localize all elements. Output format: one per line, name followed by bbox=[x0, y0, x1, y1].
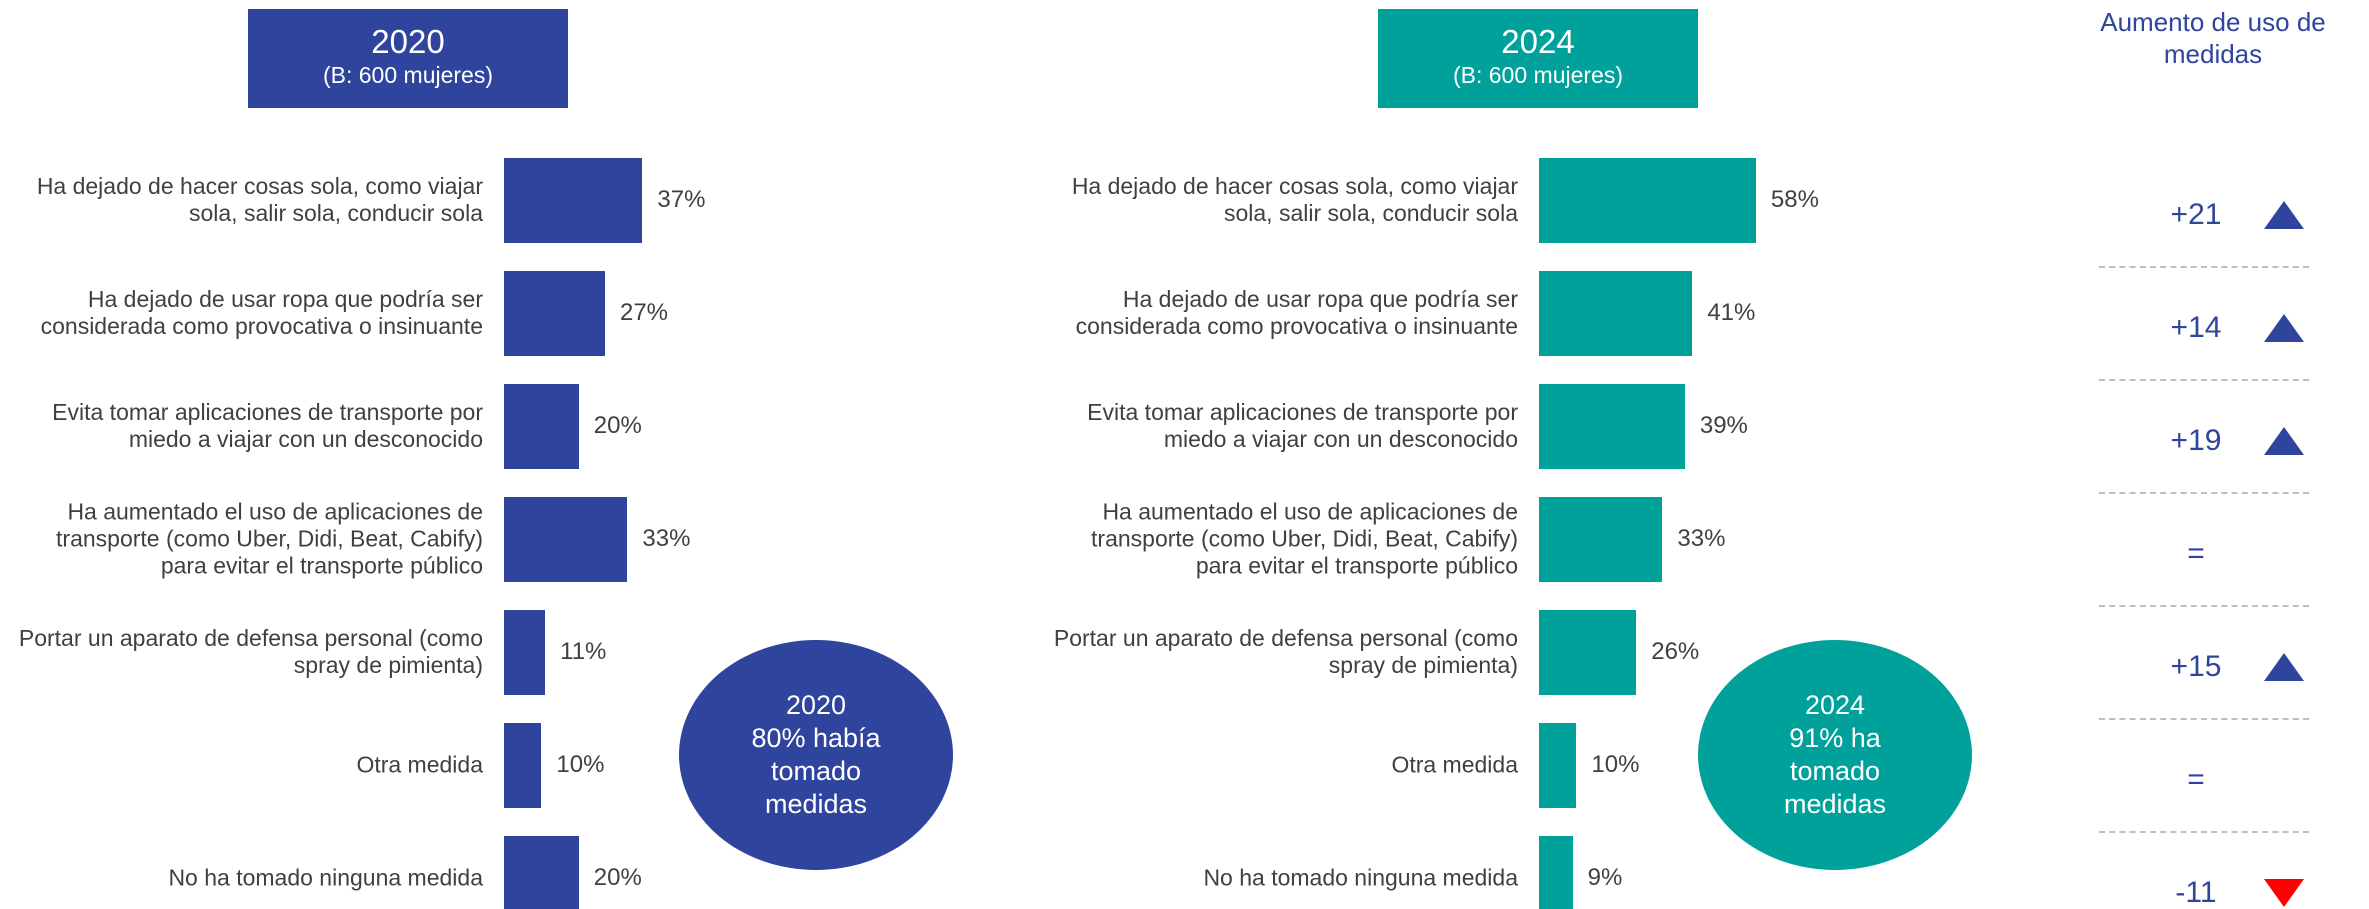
bar bbox=[504, 723, 542, 808]
value-label: 39% bbox=[1699, 412, 1748, 439]
difference-label: -11 bbox=[2175, 876, 2217, 909]
category-label: Ha dejado de usar ropa que podría ser co… bbox=[1075, 286, 1518, 339]
bar bbox=[1539, 836, 1573, 909]
summary-line: tomado bbox=[1789, 756, 1881, 786]
category-label: Otra medida bbox=[356, 751, 483, 778]
bar bbox=[504, 384, 579, 469]
category-label: Otra medida bbox=[1391, 751, 1518, 778]
bar bbox=[1539, 610, 1637, 695]
summary-line: medidas bbox=[1783, 789, 1887, 819]
summary-line: 91% ha bbox=[1789, 723, 1881, 753]
separator bbox=[2099, 379, 2309, 381]
value-label: 27% bbox=[619, 299, 669, 326]
difference-label: +19 bbox=[2170, 424, 2222, 457]
category-label: No ha tomado ninguna medida bbox=[168, 864, 483, 891]
bar bbox=[504, 158, 643, 243]
bar bbox=[504, 610, 546, 695]
separator bbox=[2099, 718, 2309, 720]
category-label: Ha dejado de hacer cosas sola, como viaj… bbox=[1071, 173, 1518, 226]
summary-line: 2024 bbox=[1804, 690, 1866, 720]
category-label: Portar un aparato de defensa personal (c… bbox=[1053, 625, 1518, 678]
panel-subtitle: (B: 600 mujeres) bbox=[322, 62, 493, 88]
bar bbox=[1539, 271, 1693, 356]
category-label: Ha dejado de hacer cosas sola, como viaj… bbox=[36, 173, 483, 226]
separator bbox=[2099, 266, 2309, 268]
bar bbox=[504, 497, 628, 582]
value-label: 10% bbox=[556, 751, 605, 778]
category-label: Portar un aparato de defensa personal (c… bbox=[18, 625, 483, 678]
separator bbox=[2099, 831, 2309, 833]
difference-label: +14 bbox=[2170, 311, 2222, 344]
value-label: 9% bbox=[1587, 864, 1623, 891]
bar bbox=[1539, 384, 1685, 469]
separator bbox=[2099, 492, 2309, 494]
difference-label: = bbox=[2187, 537, 2205, 570]
up-triangle bbox=[2264, 653, 2304, 681]
summary-line: medidas bbox=[764, 789, 868, 819]
category-label: No ha tomado ninguna medida bbox=[1203, 864, 1518, 891]
bar bbox=[1539, 158, 1756, 243]
bar bbox=[504, 271, 605, 356]
value-label: 33% bbox=[1677, 525, 1726, 552]
bar bbox=[1539, 723, 1577, 808]
summary-line: 2020 bbox=[785, 690, 847, 720]
down-triangle bbox=[2264, 879, 2304, 907]
panel-header: 2020 (B: 600 mujeres) bbox=[248, 9, 568, 108]
panel-header: 2024 (B: 600 mujeres) bbox=[1378, 9, 1698, 108]
value-label: 10% bbox=[1591, 751, 1640, 778]
value-label: 33% bbox=[642, 525, 691, 552]
value-label: 58% bbox=[1770, 186, 1819, 213]
panel-title: 2020 bbox=[371, 23, 445, 60]
value-label: 11% bbox=[560, 638, 607, 665]
difference-label: +21 bbox=[2170, 198, 2222, 231]
up-triangle bbox=[2264, 201, 2304, 229]
category-label: Evita tomar aplicaciones de transporte p… bbox=[52, 399, 483, 452]
separator bbox=[2099, 605, 2309, 607]
bar bbox=[504, 836, 579, 909]
summary-line: tomado bbox=[770, 756, 862, 786]
panel-subtitle: (B: 600 mujeres) bbox=[1452, 62, 1623, 88]
value-label: 20% bbox=[593, 412, 642, 439]
up-triangle bbox=[2264, 427, 2304, 455]
value-label: 41% bbox=[1707, 299, 1756, 326]
difference-label: +15 bbox=[2170, 650, 2222, 683]
value-label: 20% bbox=[593, 864, 642, 891]
bar bbox=[1539, 497, 1663, 582]
panel-title: 2024 bbox=[1501, 23, 1575, 60]
difference-label: = bbox=[2187, 763, 2205, 796]
up-triangle bbox=[2264, 314, 2304, 342]
value-label: 37% bbox=[657, 186, 706, 213]
summary-ellipse: 2024 91% ha tomado medidas bbox=[1698, 640, 1972, 870]
summary-ellipse: 2020 80% había tomado medidas bbox=[679, 640, 953, 870]
category-label: Ha aumentado el uso de aplicaciones de t… bbox=[1091, 498, 1518, 579]
category-label: Ha aumentado el uso de aplicaciones de t… bbox=[56, 498, 483, 579]
category-label: Ha dejado de usar ropa que podría ser co… bbox=[40, 286, 483, 339]
category-label: Evita tomar aplicaciones de transporte p… bbox=[1087, 399, 1518, 452]
value-label: 26% bbox=[1651, 638, 1700, 665]
summary-line: 80% había bbox=[751, 723, 881, 753]
column-title: Aumento de uso de medidas bbox=[2100, 7, 2326, 69]
